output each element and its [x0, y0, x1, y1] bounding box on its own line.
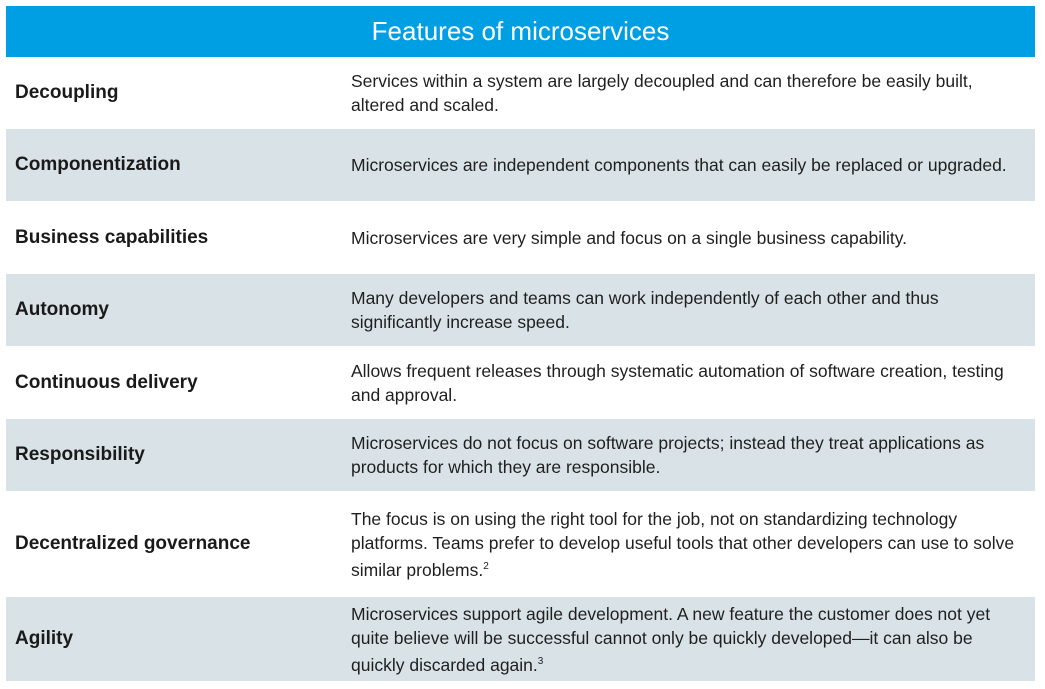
feature-name: Decentralized governance [15, 533, 251, 554]
feature-name: Decoupling [15, 82, 119, 103]
table-row: Componentization Microservices are indep… [6, 129, 1035, 201]
table-row: Continuous delivery Allows frequent rele… [6, 346, 1035, 419]
table-row: Agility Microservices support agile deve… [6, 597, 1035, 681]
feature-name: Responsibility [15, 444, 145, 465]
feature-description: The focus is on using the right tool for… [351, 508, 1015, 580]
feature-description: Microservices are very simple and focus … [351, 227, 908, 248]
table-row: Decentralized governance The focus is on… [6, 491, 1035, 597]
feature-description: Many developers and teams can work indep… [351, 288, 939, 332]
footnote-marker: 2 [483, 560, 489, 572]
table-title: Features of microservices [6, 6, 1035, 57]
feature-description: Microservices are independent components… [351, 155, 1007, 175]
table-row: Autonomy Many developers and teams can w… [6, 274, 1035, 346]
table-row: Business capabilities Microservices are … [6, 201, 1035, 274]
table-row: Decoupling Services within a system are … [6, 57, 1035, 129]
features-table: Features of microservices Decoupling Ser… [6, 6, 1035, 681]
feature-description: Allows frequent releases through systema… [351, 360, 1004, 405]
feature-description: Microservices support agile development.… [351, 603, 991, 675]
feature-description: Microservices do not focus on software p… [351, 433, 985, 477]
feature-name: Continuous delivery [15, 371, 198, 393]
feature-name: Agility [15, 628, 74, 649]
feature-name: Autonomy [15, 299, 109, 320]
footnote-marker: 3 [537, 655, 544, 667]
feature-name: Componentization [15, 154, 181, 175]
table-row: Responsibility Microservices do not focu… [6, 419, 1035, 491]
feature-name: Business capabilities [15, 226, 209, 248]
feature-description: Services within a system are largely dec… [351, 71, 973, 115]
